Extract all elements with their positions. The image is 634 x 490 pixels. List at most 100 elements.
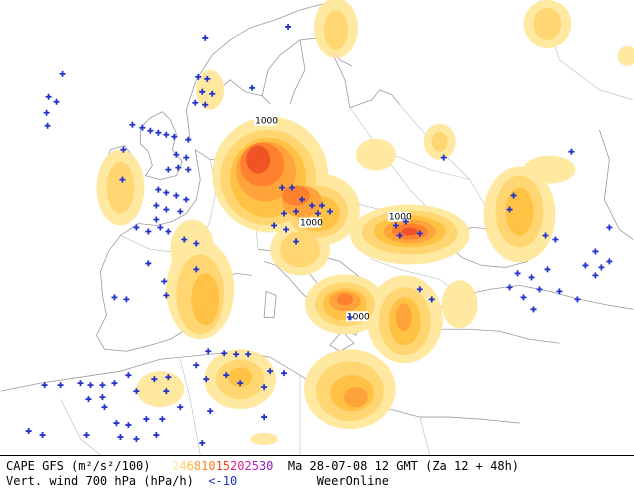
vertical-wind-marker — [45, 93, 52, 100]
vertical-wind-marker — [101, 404, 108, 411]
vertical-wind-marker — [192, 99, 199, 106]
vertical-wind-marker — [202, 34, 209, 41]
vertical-wind-marker — [165, 374, 172, 381]
vertical-wind-marker — [175, 164, 182, 171]
cape-color-scale: 24681015202530 — [172, 459, 273, 473]
vertical-wind-marker — [283, 226, 290, 233]
vertical-wind-marker — [506, 206, 513, 213]
vertical-wind-marker — [514, 270, 521, 277]
vertical-wind-marker — [416, 230, 423, 237]
vertical-wind-marker — [185, 136, 192, 143]
vertical-wind-marker — [119, 176, 126, 183]
vertical-wind-marker — [428, 296, 435, 303]
vertical-wind-marker — [165, 166, 172, 173]
vertical-wind-marker — [139, 124, 146, 131]
vertical-wind-marker — [396, 232, 403, 239]
brand-label: WeerOnline — [316, 474, 389, 488]
vertical-wind-marker — [416, 286, 423, 293]
vertical-wind-marker — [592, 272, 599, 279]
vertical-wind-marker — [544, 266, 551, 273]
vertical-wind-marker — [87, 382, 94, 389]
vertical-wind-marker — [309, 202, 316, 209]
vertical-wind-marker — [606, 224, 613, 231]
vertical-wind-marker — [181, 236, 188, 243]
vertical-wind-marker — [147, 127, 154, 134]
vertical-wind-marker — [203, 376, 210, 383]
vertical-wind-marker — [204, 75, 211, 82]
cape-scale-value: 2 — [172, 459, 180, 473]
vertical-wind-marker — [530, 306, 537, 313]
vertical-wind-marker — [143, 416, 150, 423]
vertical-wind-marker — [536, 286, 543, 293]
wind-threshold: <-10 — [208, 474, 238, 488]
pressure-labels: 1000 1000 1000 1000 — [254, 115, 412, 322]
vertical-wind-marker — [506, 284, 513, 291]
vertical-wind-marker — [582, 262, 589, 269]
vertical-wind-marker — [346, 314, 353, 321]
legend-bar: CAPE GFS (m²/s²/100) 24681015202530 Ma 2… — [0, 456, 634, 490]
vertical-wind-marker — [202, 101, 209, 108]
vertical-wind-marker — [59, 70, 66, 77]
vertical-wind-marker — [261, 384, 268, 391]
vertical-wind-marker — [163, 206, 170, 213]
vertical-wind-marker — [173, 192, 180, 199]
wind-label: Vert. wind 700 hPa (hPa/h) — [6, 474, 194, 488]
vertical-wind-marker — [402, 218, 409, 225]
vertical-wind-marker — [153, 202, 160, 209]
vertical-wind-marker — [161, 278, 168, 285]
vertical-wind-marker — [173, 151, 180, 158]
vertical-wind-marker — [25, 428, 32, 435]
vertical-wind-marker — [39, 432, 46, 439]
vertical-wind-marker — [133, 436, 140, 443]
vertical-wind-marker — [99, 382, 106, 389]
vertical-wind-marker — [223, 372, 230, 379]
vertical-wind-marker — [318, 202, 325, 209]
vertical-wind-marker — [153, 216, 160, 223]
legend-line-wind: Vert. wind 700 hPa (hPa/h) <-10 WeerOnli… — [6, 474, 389, 488]
cape-shading — [96, 0, 634, 446]
vertical-wind-marker — [123, 296, 130, 303]
vertical-wind-marker — [117, 434, 124, 441]
vertical-wind-marker — [85, 396, 92, 403]
vertical-wind-marker — [125, 422, 132, 429]
vertical-wind-marker — [285, 23, 292, 30]
vertical-wind-marker — [183, 196, 190, 203]
vertical-wind-marker — [43, 109, 50, 116]
vertical-wind-marker — [193, 362, 200, 369]
valid-time: Ma 28-07-08 12 GMT (Za 12 + 48h) — [287, 459, 520, 473]
vertical-wind-marker — [193, 266, 200, 273]
vertical-wind-markers — [25, 23, 613, 447]
vertical-wind-marker — [528, 274, 535, 281]
vertical-wind-marker — [111, 294, 118, 301]
vertical-wind-marker — [592, 248, 599, 255]
vertical-wind-marker — [44, 122, 51, 129]
vertical-wind-marker — [133, 388, 140, 395]
vertical-wind-marker — [165, 228, 172, 235]
vertical-wind-marker — [57, 382, 64, 389]
vertical-wind-marker — [177, 404, 184, 411]
vertical-wind-marker — [552, 236, 559, 243]
vertical-wind-marker — [221, 350, 228, 357]
vertical-wind-marker — [281, 210, 288, 217]
pressure-label: 1000 — [255, 117, 278, 127]
vertical-wind-marker — [205, 348, 212, 355]
pressure-label: 1000 — [300, 219, 323, 229]
vertical-wind-marker — [598, 264, 605, 271]
vertical-wind-marker — [195, 73, 202, 80]
vertical-wind-marker — [99, 394, 106, 401]
vertical-wind-marker — [171, 133, 178, 140]
cape-scale-value: 15 — [215, 459, 231, 473]
vertical-wind-marker — [155, 129, 162, 136]
vertical-wind-marker — [163, 131, 170, 138]
vertical-wind-marker — [574, 296, 581, 303]
legend-line-cape: CAPE GFS (m²/s²/100) 24681015202530 Ma 2… — [6, 459, 519, 473]
vertical-wind-marker — [209, 90, 216, 97]
cape-scale-value: 4 — [179, 459, 187, 473]
vertical-wind-marker — [145, 260, 152, 267]
pressure-label: 1000 — [389, 213, 412, 223]
vertical-wind-marker — [279, 184, 286, 191]
vertical-wind-marker — [53, 98, 60, 105]
vertical-wind-marker — [440, 154, 447, 161]
cape-scale-value: 8 — [193, 459, 202, 473]
vertical-wind-marker — [542, 232, 549, 239]
